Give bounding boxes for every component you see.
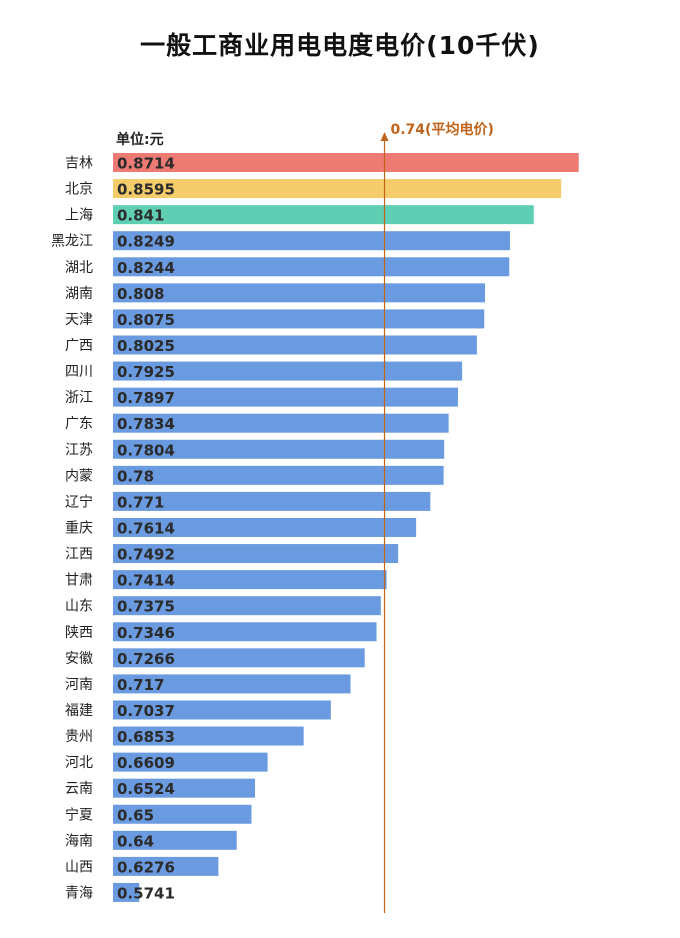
value-label: 0.6524 bbox=[117, 780, 175, 798]
category-label: 山西 bbox=[65, 859, 93, 875]
bar-山东 bbox=[113, 596, 381, 616]
value-label: 0.8249 bbox=[117, 233, 175, 251]
value-label: 0.7346 bbox=[117, 624, 175, 642]
bar-河南 bbox=[113, 674, 351, 694]
value-label: 0.6853 bbox=[117, 728, 175, 746]
value-label: 0.7037 bbox=[117, 702, 175, 720]
bar-江苏 bbox=[113, 439, 445, 459]
bar-重庆 bbox=[113, 517, 417, 537]
category-label: 云南 bbox=[65, 781, 93, 797]
category-label: 江苏 bbox=[65, 442, 93, 458]
value-label: 0.8595 bbox=[117, 181, 175, 199]
category-label: 陕西 bbox=[65, 625, 93, 641]
category-label: 广西 bbox=[65, 338, 93, 354]
value-label: 0.78 bbox=[117, 467, 154, 485]
bar-安徽 bbox=[113, 648, 365, 668]
category-label: 吉林 bbox=[65, 156, 93, 172]
value-label: 0.841 bbox=[117, 207, 164, 225]
category-label: 宁夏 bbox=[65, 806, 93, 823]
value-label: 0.7614 bbox=[117, 519, 175, 537]
bar-甘肃 bbox=[113, 570, 387, 590]
category-label: 河南 bbox=[65, 677, 93, 693]
bar-湖南 bbox=[113, 283, 486, 303]
value-label: 0.7897 bbox=[117, 389, 175, 407]
category-label: 天津 bbox=[65, 312, 93, 328]
value-label: 0.6609 bbox=[117, 754, 175, 772]
category-label: 北京 bbox=[65, 182, 93, 198]
value-label: 0.7925 bbox=[117, 363, 175, 381]
chart-title: 一般工商业用电电度电价(10千伏) bbox=[140, 31, 540, 60]
value-label: 0.6276 bbox=[117, 858, 175, 876]
unit-label: 单位:元 bbox=[116, 132, 164, 148]
bar-广东 bbox=[113, 413, 449, 433]
value-label: 0.7834 bbox=[117, 415, 175, 433]
value-label: 0.7414 bbox=[117, 572, 175, 590]
value-label: 0.8025 bbox=[117, 337, 175, 355]
category-label: 广东 bbox=[65, 416, 93, 432]
bar-海南 bbox=[113, 830, 237, 850]
bar-上海 bbox=[113, 205, 534, 225]
category-label: 重庆 bbox=[65, 520, 93, 536]
category-label: 湖北 bbox=[65, 260, 93, 276]
value-label: 0.8714 bbox=[117, 155, 175, 173]
value-label: 0.65 bbox=[117, 806, 154, 824]
value-label: 0.771 bbox=[117, 493, 164, 511]
bar-浙江 bbox=[113, 387, 458, 407]
bar-福建 bbox=[113, 700, 331, 720]
value-label: 0.5741 bbox=[117, 884, 175, 902]
bar-吉林 bbox=[113, 153, 579, 172]
bar-内蒙 bbox=[113, 465, 444, 485]
value-label: 0.808 bbox=[117, 285, 164, 303]
bar-江西 bbox=[113, 544, 399, 564]
bar-青海 bbox=[113, 882, 140, 902]
reference-arrow-icon bbox=[380, 132, 389, 141]
category-label: 湖南 bbox=[65, 286, 93, 302]
category-label: 甘肃 bbox=[65, 573, 93, 589]
bar-广西 bbox=[113, 335, 477, 355]
category-label: 海南 bbox=[65, 833, 93, 849]
value-label: 0.7266 bbox=[117, 650, 175, 668]
category-label: 黑龙江 bbox=[51, 234, 93, 250]
category-label: 四川 bbox=[65, 364, 93, 380]
value-label: 0.64 bbox=[117, 832, 154, 850]
value-label: 0.8244 bbox=[117, 259, 175, 277]
bar-河北 bbox=[113, 752, 268, 772]
bar-宁夏 bbox=[113, 804, 252, 824]
bar-云南 bbox=[113, 778, 256, 798]
category-label: 江西 bbox=[65, 547, 93, 563]
value-label: 0.8075 bbox=[117, 311, 175, 329]
category-label: 福建 bbox=[65, 703, 93, 719]
bar-湖北 bbox=[113, 257, 510, 277]
category-label: 内蒙 bbox=[65, 468, 93, 484]
value-label: 0.7804 bbox=[117, 441, 175, 459]
value-label: 0.717 bbox=[117, 676, 164, 694]
category-label: 辽宁 bbox=[65, 493, 93, 510]
bar-贵州 bbox=[113, 726, 304, 746]
value-label: 0.7492 bbox=[117, 546, 175, 564]
bar-黑龙江 bbox=[113, 231, 510, 251]
category-label: 贵州 bbox=[65, 729, 93, 745]
value-label: 0.7375 bbox=[117, 598, 175, 616]
bar-陕西 bbox=[113, 622, 377, 642]
bar-辽宁 bbox=[113, 491, 431, 511]
bar-山西 bbox=[113, 856, 219, 876]
category-label: 安徽 bbox=[65, 651, 93, 667]
category-label: 青海 bbox=[65, 885, 93, 901]
category-label: 河北 bbox=[65, 755, 93, 771]
bar-四川 bbox=[113, 361, 463, 381]
average-reference-label: 0.74(平均电价) bbox=[391, 121, 494, 138]
category-label: 山东 bbox=[65, 599, 93, 615]
category-label: 浙江 bbox=[65, 390, 93, 406]
bar-北京 bbox=[113, 179, 562, 199]
category-label: 上海 bbox=[65, 208, 93, 224]
bar-天津 bbox=[113, 309, 485, 329]
